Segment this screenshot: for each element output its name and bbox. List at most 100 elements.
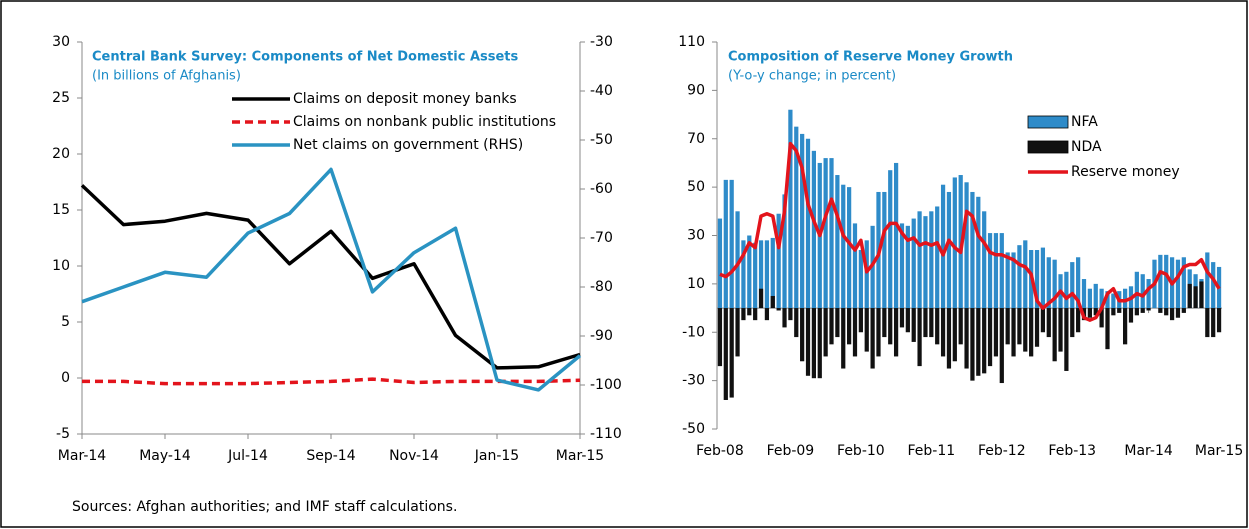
bar bbox=[940, 308, 946, 357]
y2-tick-label: -110 bbox=[590, 426, 622, 442]
y2-tick-label: -40 bbox=[590, 83, 613, 99]
bar bbox=[1205, 308, 1210, 338]
y-tick-label: 10 bbox=[52, 258, 70, 274]
bar bbox=[1099, 308, 1104, 328]
bar bbox=[1081, 279, 1087, 309]
bar bbox=[735, 211, 740, 309]
bar bbox=[1011, 308, 1016, 357]
bar bbox=[1005, 308, 1010, 345]
bar bbox=[952, 308, 957, 362]
bar bbox=[935, 308, 940, 345]
x-tick-label: Mar-14 bbox=[1124, 443, 1172, 459]
x-tick-label: Mar-15 bbox=[1195, 443, 1243, 459]
bar bbox=[1023, 240, 1028, 309]
bar bbox=[794, 126, 799, 309]
bar bbox=[1193, 286, 1198, 309]
bar bbox=[946, 191, 952, 309]
y2-tick-label: -70 bbox=[590, 230, 613, 246]
bar bbox=[794, 308, 799, 338]
bar bbox=[764, 240, 770, 309]
chart-subtitle: (Y-o-y change; in percent) bbox=[728, 69, 896, 84]
bar bbox=[893, 308, 899, 357]
bar bbox=[1052, 259, 1057, 309]
bar bbox=[1117, 308, 1122, 313]
legend-label: Claims on nonbank public institutions bbox=[293, 114, 556, 130]
chart-title: Composition of Reserve Money Growth bbox=[728, 50, 1013, 65]
x-tick-label: Jul-14 bbox=[227, 448, 268, 464]
y-tick-label: 10 bbox=[687, 276, 705, 292]
chart-subtitle: (In billions of Afghanis) bbox=[92, 69, 241, 84]
bar bbox=[964, 182, 969, 309]
x-tick-label: Feb-12 bbox=[978, 443, 1026, 459]
y-tick-label: 110 bbox=[678, 34, 705, 50]
y2-tick-label: -100 bbox=[590, 377, 622, 393]
bar bbox=[1011, 252, 1016, 309]
bar bbox=[800, 308, 805, 362]
bar bbox=[1070, 308, 1075, 338]
legend-label: NDA bbox=[1071, 139, 1102, 155]
y-tick-label: -30 bbox=[682, 373, 705, 389]
bar bbox=[764, 308, 770, 321]
y2-tick-label: -60 bbox=[590, 181, 613, 197]
y-tick-label: 50 bbox=[687, 179, 705, 195]
bar bbox=[770, 295, 775, 309]
bar bbox=[847, 308, 852, 345]
bar bbox=[1181, 308, 1186, 313]
y-tick-label: -50 bbox=[682, 421, 705, 437]
bar bbox=[1122, 308, 1128, 345]
bar bbox=[899, 308, 905, 328]
bar bbox=[864, 240, 869, 309]
bar bbox=[1076, 308, 1081, 333]
bar bbox=[911, 308, 916, 342]
bar bbox=[1058, 308, 1063, 352]
bar bbox=[823, 308, 828, 357]
legend-label: Reserve money bbox=[1071, 164, 1180, 180]
bar bbox=[982, 308, 987, 374]
bar bbox=[841, 184, 846, 309]
bar bbox=[1111, 293, 1116, 309]
bar bbox=[852, 308, 858, 357]
bar bbox=[876, 308, 881, 357]
bar bbox=[899, 223, 905, 309]
bar bbox=[1122, 288, 1128, 309]
bar bbox=[1087, 288, 1092, 309]
bar bbox=[917, 211, 922, 309]
bar bbox=[993, 233, 999, 309]
bar bbox=[717, 218, 723, 309]
bar bbox=[1046, 257, 1051, 309]
bar bbox=[811, 150, 817, 309]
bar bbox=[917, 308, 922, 367]
bar bbox=[747, 235, 752, 309]
y-tick-label: 5 bbox=[61, 314, 70, 330]
bar bbox=[800, 133, 805, 309]
bar bbox=[1064, 308, 1069, 371]
bar bbox=[1134, 308, 1139, 316]
bar bbox=[1093, 283, 1098, 309]
y2-tick-label: -50 bbox=[590, 132, 613, 148]
bar bbox=[753, 308, 758, 321]
bar bbox=[858, 250, 863, 309]
bar bbox=[1164, 254, 1169, 309]
bar bbox=[723, 308, 728, 400]
bar bbox=[1017, 308, 1022, 345]
legend-label: Claims on deposit money banks bbox=[293, 91, 517, 107]
bar bbox=[717, 308, 723, 367]
y-tick-label: 30 bbox=[687, 228, 705, 244]
bar bbox=[782, 194, 787, 309]
x-tick-label: Nov-14 bbox=[389, 448, 439, 464]
bar bbox=[770, 237, 775, 309]
bar bbox=[1105, 308, 1110, 350]
bar bbox=[1052, 308, 1057, 362]
bar bbox=[1134, 271, 1139, 309]
y-tick-label: -10 bbox=[682, 324, 705, 340]
bar bbox=[1029, 308, 1034, 357]
bar bbox=[1216, 308, 1222, 333]
bar bbox=[882, 308, 887, 338]
bar bbox=[982, 211, 987, 309]
bar bbox=[1199, 281, 1204, 309]
bar bbox=[723, 179, 728, 309]
bar bbox=[1105, 291, 1110, 309]
bar bbox=[1211, 262, 1216, 309]
